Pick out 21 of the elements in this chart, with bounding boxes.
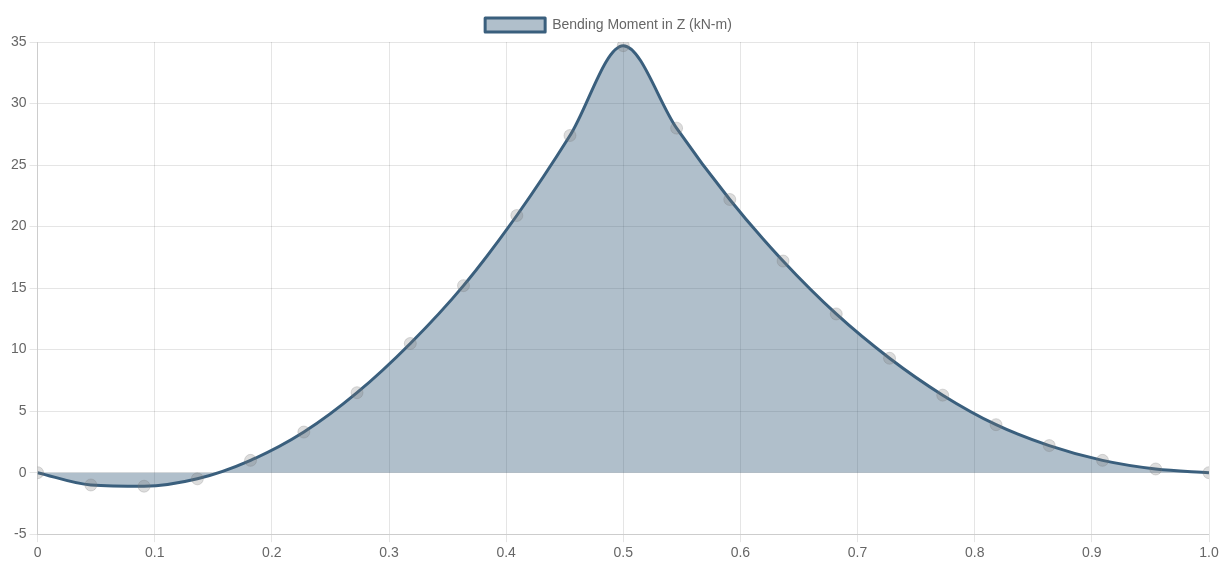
x-tick-label: 0.3 xyxy=(379,544,399,561)
x-tick-label: 0.6 xyxy=(730,544,751,561)
y-tick-label: 0 xyxy=(18,463,27,480)
y-tick-label: 35 xyxy=(10,32,27,49)
x-tick-label: 0.8 xyxy=(964,544,985,561)
y-tick-label: 20 xyxy=(10,217,27,234)
y-tick-label: 25 xyxy=(10,155,27,172)
y-tick-label: 30 xyxy=(10,94,27,111)
x-tick-label: 0.2 xyxy=(262,544,282,561)
x-tick-label: 0 xyxy=(33,544,42,561)
y-tick-label: 10 xyxy=(10,340,27,357)
y-tick-label: 5 xyxy=(18,402,27,419)
x-tick-label: 0.4 xyxy=(496,544,517,561)
x-tick-label: 0.7 xyxy=(847,544,868,561)
legend-label: Bending Moment in Z (kN-m) xyxy=(552,15,732,32)
x-tick-label: 1.0 xyxy=(1199,544,1219,561)
y-tick-label: 15 xyxy=(10,278,27,295)
x-tick-label: 0.1 xyxy=(144,544,165,561)
x-tick-label: 0.5 xyxy=(613,544,634,561)
x-tick-label: 0.9 xyxy=(1082,544,1102,561)
y-tick-label: -5 xyxy=(14,525,27,542)
